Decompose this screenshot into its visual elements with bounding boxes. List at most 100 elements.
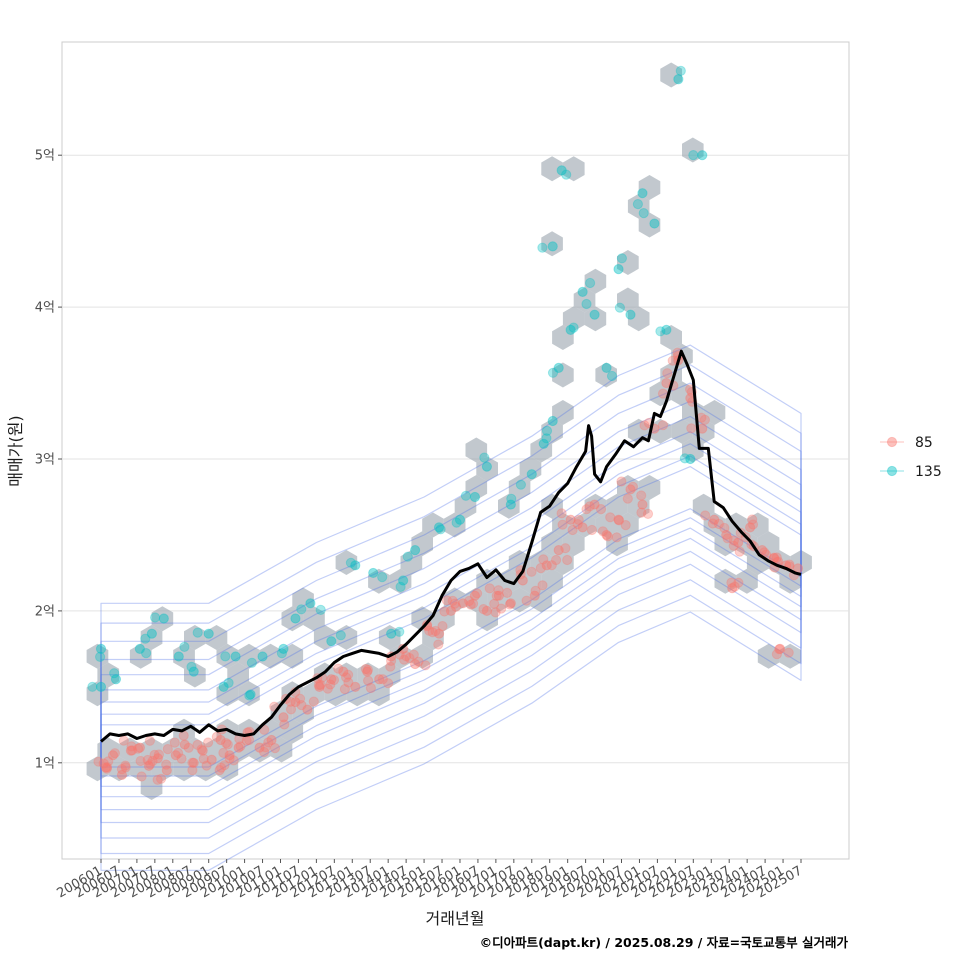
hexbin-cell [627,193,650,219]
data-point-135 [614,302,626,313]
hexbin-cell [313,625,336,650]
data-point-85 [196,744,207,755]
hexbin-cell [584,306,607,332]
legend-label: 85 [915,435,933,451]
data-point-135 [398,575,409,586]
data-point-85 [747,514,758,525]
data-point-135 [673,74,684,85]
hexbin-cell [97,737,120,763]
data-point-85 [667,355,678,366]
data-point-135 [675,65,686,77]
data-point-135 [109,668,120,679]
data-point-85 [224,750,235,761]
hexbin-cell [617,512,639,538]
hexbin-cell [368,568,390,594]
data-point-85 [447,595,458,607]
data-point-85 [662,368,673,379]
data-point-85 [143,760,154,771]
data-point-85 [254,742,265,753]
data-point-135 [481,461,492,472]
data-point-135 [538,438,549,449]
data-point-85 [374,674,385,685]
data-point-135 [568,322,579,333]
hexbin-cell [573,512,596,538]
data-point-85 [365,682,376,694]
hexbin-cell [638,212,661,238]
density-contour [100,455,802,777]
data-point-85 [565,514,576,525]
hexbin-cell [552,512,574,538]
data-point-85 [556,508,567,519]
data-point-85 [144,735,155,746]
data-point-85 [747,519,759,530]
data-point-85 [169,737,180,748]
data-point-135 [613,264,624,275]
data-point-85 [605,512,616,523]
data-point-135 [649,218,660,229]
data-point-135 [547,415,558,427]
data-point-85 [595,504,607,515]
data-point-135 [632,199,644,210]
data-point-85 [363,675,374,686]
data-point-85 [401,651,412,662]
hexbin-cell [530,437,553,463]
hexbin-cell [389,643,412,669]
hexbin-cell [617,250,639,275]
hexbin-cell [151,606,174,632]
data-point-85 [326,674,337,685]
hexbin-cell [173,756,195,782]
data-point-135 [395,581,406,593]
hexbin-cell [162,737,184,763]
data-point-135 [541,433,552,444]
hexbin-cell [443,587,466,613]
data-point-135 [218,681,229,692]
data-point-135 [561,169,572,180]
data-point-135 [585,277,596,289]
hexbin-cell [357,662,379,688]
data-point-85 [314,681,325,692]
data-point-135 [565,324,576,335]
data-point-85 [439,606,450,617]
hexbin-cell [86,756,109,782]
data-point-135 [515,479,527,490]
data-point-85 [127,745,138,756]
data-point-85 [517,575,528,586]
data-point-85 [142,754,153,766]
data-point-85 [464,595,475,607]
hexbin-cell [140,737,163,763]
hexbin-cell [119,737,141,763]
hexbin-cell [757,643,780,669]
median-price-line [100,349,802,743]
data-point-85 [639,420,650,431]
data-point-85 [101,763,112,774]
data-point-85 [496,603,507,614]
data-point-85 [468,598,479,609]
data-point-85 [602,531,613,542]
data-point-135 [581,298,592,310]
data-point-85 [408,649,419,660]
data-point-85 [152,774,163,785]
hexbin-cell [335,550,358,575]
data-point-85 [729,581,740,592]
hexbin-cell [541,493,563,519]
data-point-135 [146,628,157,639]
data-point-85 [584,501,595,512]
data-point-135 [606,370,618,382]
hexbin-cell [140,625,163,650]
hexbin-cell [194,756,217,782]
data-point-85 [294,693,306,704]
data-point-85 [338,666,349,677]
hexbin-cell [476,456,498,482]
data-point-85 [162,744,173,755]
data-point-85 [116,764,128,775]
data-point-85 [153,749,164,760]
data-point-135 [402,551,413,562]
data-point-85 [535,563,546,574]
hexbin-cell [378,662,401,688]
hexbin-cell [476,606,498,632]
hexbin-cell [259,718,282,744]
data-point-85 [93,756,104,767]
data-point-85 [385,661,396,672]
data-point-85 [433,639,444,650]
